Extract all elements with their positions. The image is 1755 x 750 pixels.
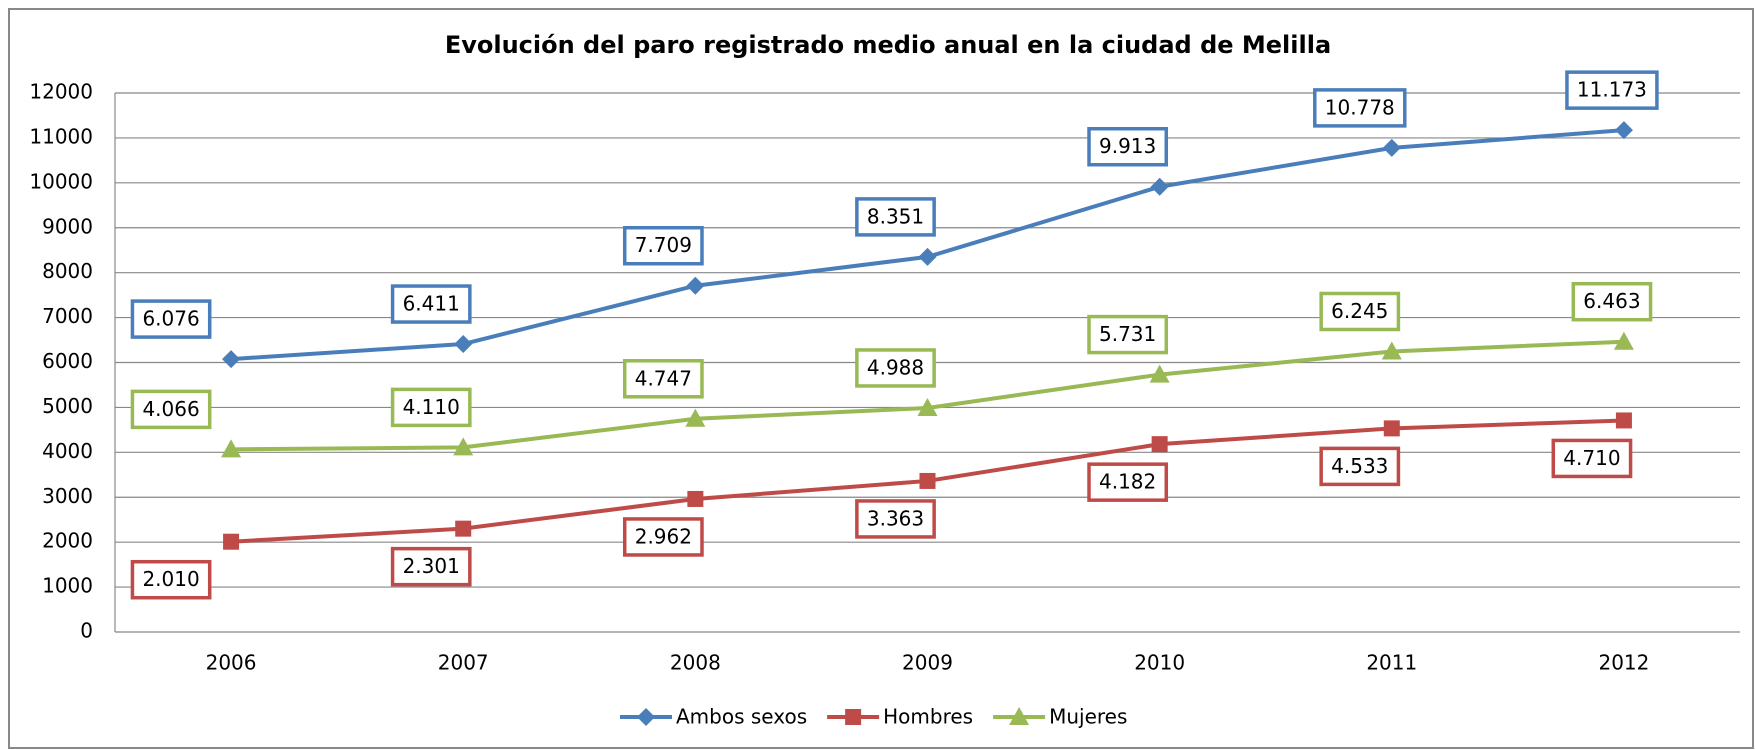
marker <box>1149 364 1170 383</box>
data-label: 4.747 <box>635 366 692 390</box>
marker <box>1151 436 1168 453</box>
data-label-box <box>622 225 704 266</box>
data-label: 2.962 <box>635 524 692 548</box>
data-label: 2.010 <box>142 567 199 591</box>
marker <box>637 708 655 726</box>
data-label-box <box>1319 291 1401 332</box>
data-label: 3.363 <box>867 506 924 530</box>
y-tick-label: 12000 <box>29 80 93 104</box>
data-label: 10.778 <box>1325 95 1395 119</box>
x-tick-label: 2010 <box>1134 651 1185 675</box>
data-label-box <box>855 499 936 539</box>
y-tick-label: 9000 <box>42 214 93 238</box>
data-label-box <box>130 559 212 600</box>
x-tick-label: 2006 <box>206 651 257 675</box>
marker <box>685 408 706 427</box>
data-label-box <box>1087 126 1169 167</box>
data-label: 6.076 <box>142 307 199 331</box>
x-tick-label: 2011 <box>1366 651 1417 675</box>
legend-label: Ambos sexos <box>676 705 807 729</box>
data-label: 6.245 <box>1331 299 1388 323</box>
marker <box>454 335 473 354</box>
data-label: 2.301 <box>403 554 460 578</box>
data-label-box <box>1087 462 1169 502</box>
y-tick-label: 11000 <box>29 124 93 148</box>
data-label-box <box>390 387 472 428</box>
data-label: 4.710 <box>1563 446 1620 470</box>
y-tick-label: 0 <box>80 619 93 643</box>
marker <box>1381 341 1402 360</box>
data-label-box <box>1565 70 1659 110</box>
x-tick-label: 2012 <box>1598 651 1649 675</box>
data-label: 4.533 <box>1331 454 1388 478</box>
chart-title: Evolución del paro registrado medio anua… <box>445 31 1331 59</box>
marker <box>1615 412 1632 429</box>
x-tick-label: 2007 <box>438 651 489 675</box>
marker <box>221 439 242 458</box>
x-tick-label: 2008 <box>670 651 721 675</box>
marker <box>1150 177 1169 196</box>
data-label: 4.110 <box>403 395 460 419</box>
legend-label: Mujeres <box>1049 705 1127 729</box>
data-label: 4.182 <box>1099 470 1156 494</box>
data-label-box <box>1319 446 1401 487</box>
data-label: 11.173 <box>1577 78 1647 102</box>
data-label-box <box>622 359 704 399</box>
y-tick-label: 2000 <box>42 529 93 553</box>
data-label-box <box>390 284 472 324</box>
data-label: 7.709 <box>635 233 692 257</box>
y-tick-label: 5000 <box>42 394 93 418</box>
y-tick-label: 10000 <box>29 169 93 193</box>
y-tick-label: 4000 <box>42 439 93 463</box>
legend-label: Hombres <box>883 705 973 729</box>
data-label-box <box>1571 281 1653 322</box>
marker <box>918 247 937 266</box>
data-label: 6.463 <box>1583 289 1640 313</box>
data-label-box <box>390 546 472 587</box>
data-label: 8.351 <box>867 204 924 228</box>
marker <box>1383 420 1400 437</box>
data-label: 4.066 <box>142 397 199 421</box>
data-label: 9.913 <box>1099 134 1156 158</box>
data-label: 6.411 <box>403 292 460 316</box>
data-label-box <box>1551 438 1633 479</box>
x-tick-label: 2009 <box>902 651 953 675</box>
marker <box>223 533 240 550</box>
y-tick-label: 7000 <box>42 304 93 328</box>
data-label-box <box>855 348 936 388</box>
data-label-box <box>1087 314 1169 355</box>
marker <box>1614 121 1633 140</box>
data-label-box <box>622 517 704 557</box>
marker <box>1382 138 1401 157</box>
marker <box>453 437 474 456</box>
marker <box>917 397 938 416</box>
marker <box>1613 331 1634 350</box>
y-tick-label: 6000 <box>42 349 93 373</box>
marker <box>919 472 936 489</box>
marker <box>845 709 862 725</box>
data-label: 5.731 <box>1099 322 1156 346</box>
data-label-box <box>1313 88 1407 128</box>
marker <box>686 276 705 295</box>
marker <box>1009 707 1030 725</box>
y-tick-label: 8000 <box>42 259 93 283</box>
y-tick-label: 3000 <box>42 484 93 508</box>
marker <box>687 490 704 507</box>
y-tick-label: 1000 <box>42 574 93 598</box>
marker <box>455 520 472 537</box>
data-label: 4.988 <box>867 355 924 379</box>
data-label-box <box>855 197 936 237</box>
marker <box>222 350 241 369</box>
data-label-box <box>130 299 212 339</box>
data-label-box <box>130 389 212 430</box>
